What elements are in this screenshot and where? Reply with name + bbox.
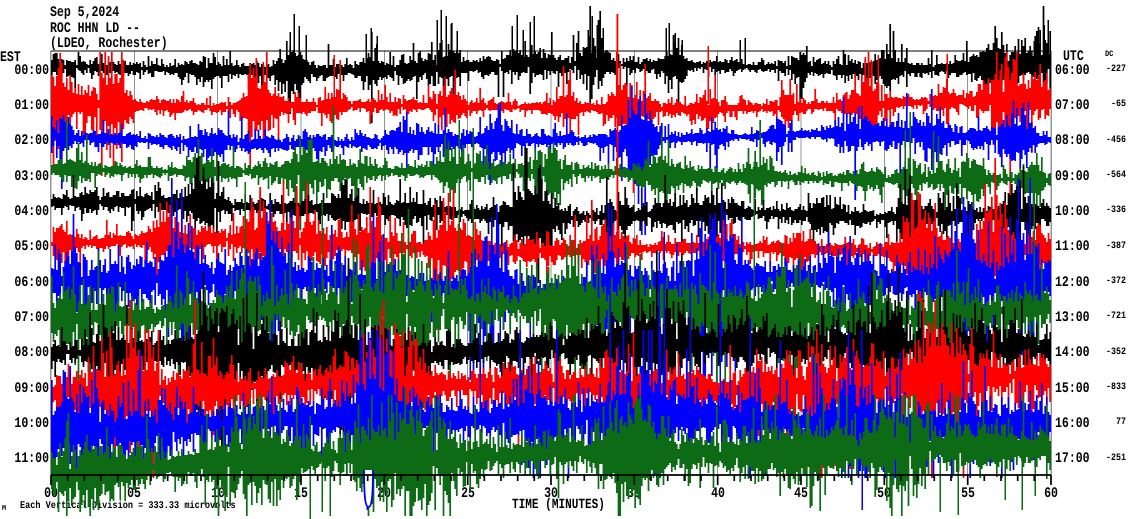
svg-text:-833: -833 xyxy=(1106,381,1126,392)
svg-text:14:00: 14:00 xyxy=(1055,345,1090,361)
svg-text:11:00: 11:00 xyxy=(1055,239,1090,255)
svg-text:06:00: 06:00 xyxy=(14,275,49,291)
svg-text:17:00: 17:00 xyxy=(1055,451,1090,467)
svg-text:M: M xyxy=(2,505,7,513)
svg-text:EST: EST xyxy=(0,50,21,66)
svg-text:Each Vertical Division = 333.: Each Vertical Division = 333.33 microvol… xyxy=(20,500,236,512)
svg-text:(LDEO, Rochester): (LDEO, Rochester) xyxy=(50,36,168,52)
svg-text:11:00: 11:00 xyxy=(14,451,49,467)
svg-text:10:00: 10:00 xyxy=(1055,204,1090,220)
svg-text:09:00: 09:00 xyxy=(1055,169,1090,185)
svg-text:16:00: 16:00 xyxy=(1055,416,1090,432)
svg-text:05: 05 xyxy=(127,486,141,502)
svg-text:06:00: 06:00 xyxy=(1055,63,1090,79)
svg-text:00:00: 00:00 xyxy=(14,63,49,79)
svg-text:45: 45 xyxy=(794,486,808,502)
svg-text:25: 25 xyxy=(461,486,475,502)
svg-text:-387: -387 xyxy=(1106,240,1126,251)
svg-text:13:00: 13:00 xyxy=(1055,310,1090,326)
svg-text:-227: -227 xyxy=(1106,63,1126,74)
svg-text:-65: -65 xyxy=(1111,98,1126,109)
svg-text:05:00: 05:00 xyxy=(14,239,49,255)
svg-text:07:00: 07:00 xyxy=(1055,98,1090,114)
svg-text:UTC: UTC xyxy=(1063,49,1084,65)
svg-text:07:00: 07:00 xyxy=(14,310,49,326)
svg-text:DC: DC xyxy=(1105,50,1113,59)
svg-text:-352: -352 xyxy=(1106,346,1126,357)
svg-text:09:00: 09:00 xyxy=(14,381,49,397)
svg-text:01:00: 01:00 xyxy=(14,98,49,114)
svg-text:50: 50 xyxy=(877,486,891,502)
svg-text:TIME (MINUTES): TIME (MINUTES) xyxy=(512,497,605,513)
svg-text:Sep 5,2024: Sep 5,2024 xyxy=(50,5,119,21)
svg-text:12:00: 12:00 xyxy=(1055,275,1090,291)
svg-text:77: 77 xyxy=(1116,416,1126,427)
svg-text:08:00: 08:00 xyxy=(1055,133,1090,149)
svg-text:30: 30 xyxy=(544,486,558,502)
svg-text:ROC HHN LD --: ROC HHN LD -- xyxy=(50,21,140,37)
svg-text:-564: -564 xyxy=(1106,169,1126,180)
svg-text:08:00: 08:00 xyxy=(14,345,49,361)
svg-text:03:00: 03:00 xyxy=(14,169,49,185)
svg-text:-372: -372 xyxy=(1106,275,1126,286)
svg-text:02:00: 02:00 xyxy=(14,133,49,149)
svg-text:40: 40 xyxy=(711,486,725,502)
svg-text:15:00: 15:00 xyxy=(1055,381,1090,397)
svg-text:-251: -251 xyxy=(1106,452,1126,463)
svg-text:-456: -456 xyxy=(1106,134,1126,145)
svg-text:-336: -336 xyxy=(1106,204,1126,215)
svg-text:-721: -721 xyxy=(1106,310,1126,321)
svg-text:55: 55 xyxy=(961,486,975,502)
svg-text:10:00: 10:00 xyxy=(14,416,49,432)
svg-text:60: 60 xyxy=(1044,486,1058,502)
svg-text:04:00: 04:00 xyxy=(14,204,49,220)
